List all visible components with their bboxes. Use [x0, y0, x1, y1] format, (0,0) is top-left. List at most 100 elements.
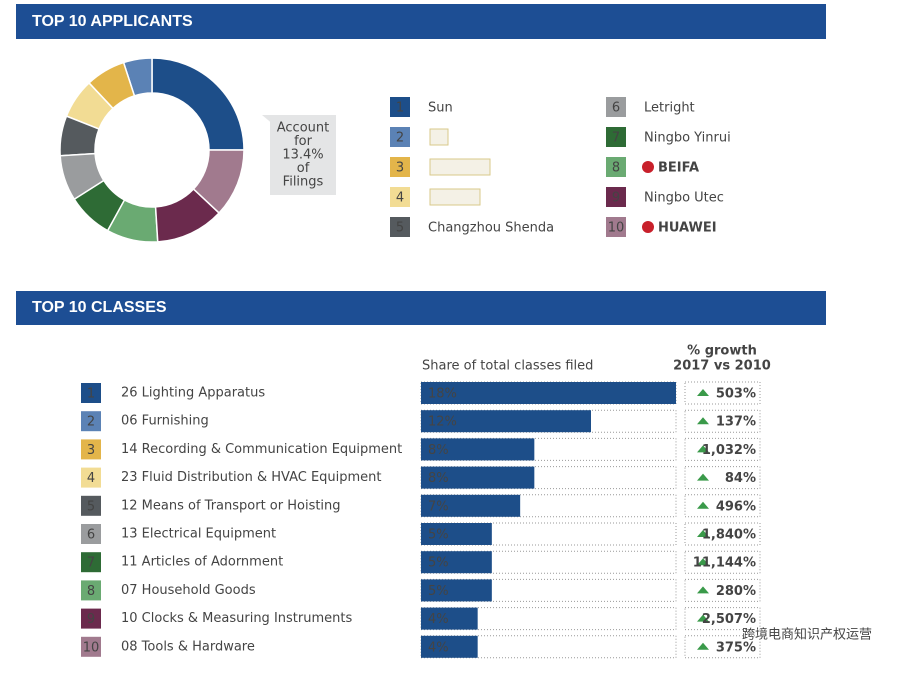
watermark: 跨境电商知识产权运营: [742, 627, 872, 643]
rank-number: 10: [83, 640, 100, 655]
bar-label: 5%: [428, 528, 449, 543]
class-name: 11 Articles of Adornment: [121, 555, 283, 570]
growth-box: [684, 381, 761, 405]
growth-value: 503%: [716, 387, 756, 402]
rank-badge: [81, 411, 101, 432]
callout-text: 13.4%: [282, 148, 323, 163]
growth-box: [684, 550, 761, 574]
rank-number: 7: [612, 131, 620, 146]
growth-box: [684, 466, 761, 490]
rank-badge: [81, 439, 101, 460]
growth-box: [684, 522, 761, 546]
donut-segment: [106, 198, 159, 243]
applicant-name: Sun: [428, 101, 453, 116]
rank-number: 6: [612, 101, 620, 116]
rank-badge: [606, 157, 626, 177]
rank-number: 8: [87, 584, 95, 599]
class-name: 10 Clocks & Measuring Instruments: [121, 611, 352, 626]
rank-number: 2: [396, 131, 404, 146]
bar: [421, 523, 492, 545]
growth-arrow: [697, 530, 709, 537]
rank-badge: [81, 467, 101, 488]
bar-label: 18%: [428, 387, 457, 402]
bar: [421, 494, 521, 517]
rank-badge: [390, 217, 410, 237]
applicant-name: Ningbo Yinrui: [644, 131, 731, 146]
rank-number: 3: [87, 443, 95, 458]
rank-badge: [390, 97, 410, 117]
bar-label: 4%: [428, 612, 449, 627]
rank-number: 1: [396, 101, 404, 116]
header-bar: [16, 291, 826, 325]
donut-segment: [87, 61, 136, 110]
growth-arrow: [697, 389, 709, 396]
growth-value: 11,144%: [693, 556, 756, 571]
callout-pointer: [262, 115, 280, 130]
rank-number: 2: [87, 415, 95, 430]
rank-number: 1: [87, 387, 95, 402]
bar: [421, 410, 591, 433]
logo-text: HUAWEI: [658, 221, 717, 236]
rank-number: 5: [87, 499, 95, 514]
logo-icon: [642, 161, 654, 173]
growth-box: [684, 635, 761, 659]
class-name: 08 Tools & Hardware: [121, 639, 255, 654]
header-bar: [16, 4, 826, 39]
growth-arrow: [697, 417, 709, 425]
rank-number: 10: [608, 221, 625, 236]
growth-arrow: [697, 558, 709, 566]
rank-badge: [81, 580, 101, 601]
growth-arrow: [697, 642, 709, 650]
donut-segment: [73, 179, 126, 232]
rank-badge: [390, 157, 410, 177]
rank-number: 3: [396, 161, 404, 176]
donut-segment: [59, 152, 105, 201]
rank-badge: [606, 97, 626, 117]
rank-badge: [390, 187, 410, 207]
class-name: 14 Recording & Communication Equipment: [121, 442, 402, 457]
class-name: 23 Fluid Distribution & HVAC Equipment: [121, 470, 382, 485]
growth-value: 2,507%: [702, 612, 756, 627]
applicant-name: Letright: [644, 101, 695, 116]
donut-segment: [65, 81, 115, 130]
section-title: TOP 10 APPLICANTS: [32, 13, 193, 30]
donut-segment: [59, 115, 100, 157]
class-name: 12 Means of Transport or Hoisting: [121, 498, 341, 513]
applicant-name: Changzhou Shenda: [428, 221, 554, 236]
growth-box: [684, 437, 761, 461]
rank-number: 5: [396, 221, 404, 236]
bar-label: 5%: [428, 584, 449, 599]
logo-image: [429, 128, 449, 146]
column-header: Share of total classes filed: [422, 359, 593, 374]
growth-arrow: [697, 473, 709, 481]
section-title: TOP 10 CLASSES: [32, 299, 167, 316]
column-header: % growth: [687, 344, 757, 359]
donut-segment: [192, 149, 245, 215]
rank-number: 8: [612, 161, 620, 176]
bar: [421, 438, 535, 461]
rank-number: 4: [87, 471, 95, 486]
rank-number: 9: [87, 612, 95, 627]
bar: [421, 466, 535, 489]
rank-badge: [606, 187, 626, 207]
growth-arrow: [697, 501, 709, 509]
growth-box: [684, 494, 761, 518]
rank-number: 9: [612, 191, 620, 206]
callout-box: [270, 115, 336, 195]
donut-segment: [151, 57, 245, 151]
growth-value: 280%: [716, 584, 756, 599]
bar-label: 8%: [428, 471, 449, 486]
applicant-name: Ningbo Utec: [644, 191, 724, 206]
rank-badge: [81, 636, 101, 657]
donut-segment: [122, 57, 153, 97]
growth-arrow: [697, 445, 709, 453]
class-name: 07 Household Goods: [121, 583, 256, 598]
growth-value: 84%: [725, 471, 756, 486]
growth-box: [684, 607, 761, 631]
growth-value: 1,032%: [702, 443, 756, 458]
logo-icon: [642, 221, 654, 233]
growth-box: [684, 578, 761, 602]
bar: [421, 635, 478, 658]
growth-value: 496%: [716, 499, 756, 514]
